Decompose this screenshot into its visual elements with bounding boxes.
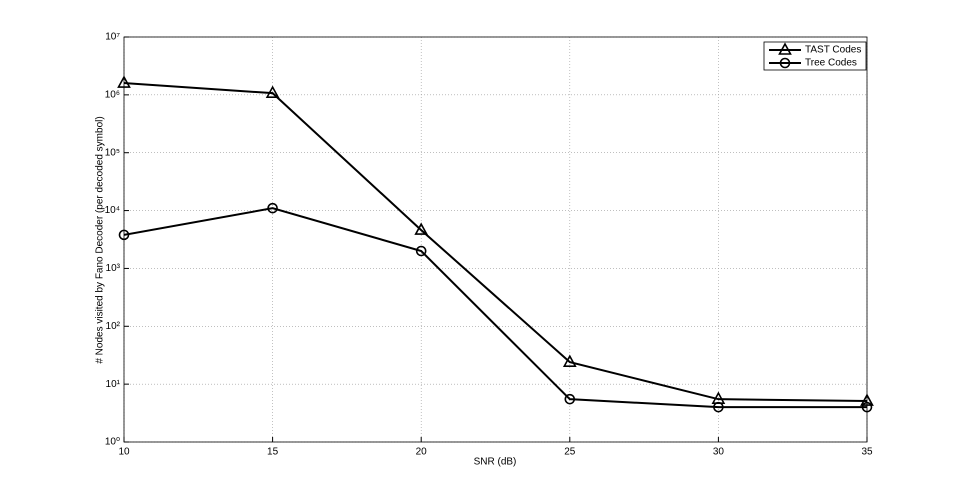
x-tick-label: 15 — [267, 447, 279, 458]
y-tick-label: 10⁷ — [105, 32, 120, 43]
y-tick-label: 10³ — [106, 263, 121, 274]
y-tick-label: 10² — [106, 321, 121, 332]
marker — [861, 401, 873, 413]
marker — [118, 229, 130, 241]
y-axis-label: # Nodes visited by Fano Decoder (per dec… — [95, 116, 106, 363]
x-tick-label: 25 — [564, 447, 576, 458]
x-tick-label: 35 — [861, 447, 873, 458]
x-tick-label: 20 — [416, 447, 428, 458]
y-tick-label: 10¹ — [106, 379, 121, 390]
marker — [265, 85, 280, 98]
y-tick-label: 10⁰ — [105, 437, 120, 448]
marker — [564, 393, 576, 405]
series-line — [123, 207, 867, 409]
marker — [713, 401, 724, 413]
marker — [117, 75, 131, 88]
legend-label: TAST Codes — [805, 45, 861, 56]
y-tick-label: 10⁶ — [105, 89, 120, 100]
legend-marker — [779, 57, 791, 69]
legend-label: Tree Codes — [805, 58, 857, 69]
y-tick-label: 10⁴ — [105, 205, 120, 216]
marker — [415, 245, 427, 257]
legend-marker — [778, 42, 792, 55]
marker — [562, 354, 577, 367]
x-axis-label: SNR (dB) — [474, 457, 517, 468]
marker — [267, 202, 278, 214]
marker — [414, 222, 429, 235]
series-line — [123, 82, 868, 403]
y-tick-label: 10⁵ — [105, 147, 120, 158]
marker — [860, 393, 874, 406]
x-tick-label: 10 — [118, 447, 130, 458]
x-tick-label: 30 — [713, 447, 725, 458]
plot-frame — [123, 36, 868, 443]
